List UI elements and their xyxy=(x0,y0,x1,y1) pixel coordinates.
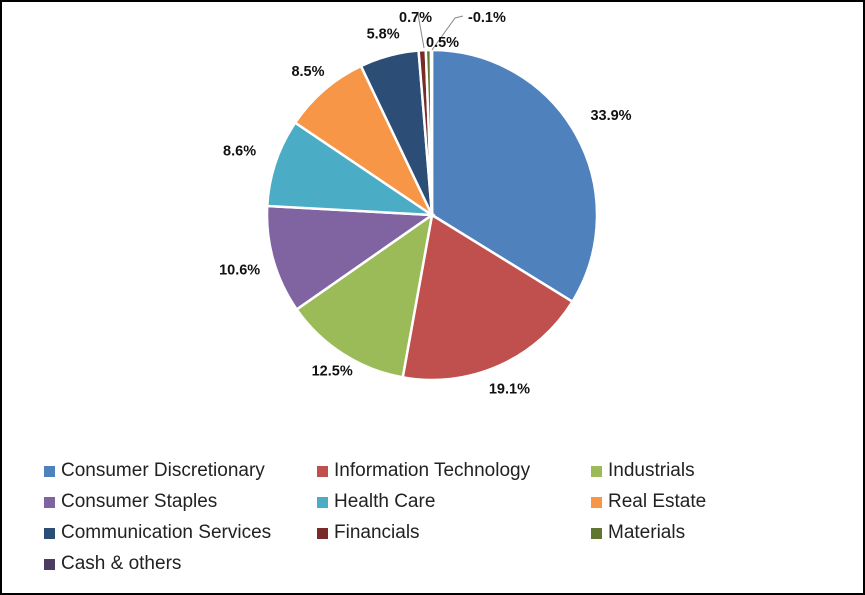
pie-slice-information-technology xyxy=(401,212,575,382)
legend-swatch-consumer-discretionary xyxy=(44,465,55,477)
legend-label-financials: Financials xyxy=(334,522,420,543)
data-label-real-estate: 8.5% xyxy=(291,64,324,80)
data-label-materials: 0.5% xyxy=(426,35,459,51)
legend-item-real-estate: Real Estate xyxy=(591,490,706,514)
legend-label-cash-others: Cash & others xyxy=(61,553,182,574)
legend-item-financials: Financials xyxy=(317,521,420,545)
legend-label-information-technology: Information Technology xyxy=(334,460,531,481)
data-label-communication-services: 5.8% xyxy=(367,26,400,42)
legend-label-industrials: Industrials xyxy=(608,460,695,481)
pie-slice-consumer-discretionary xyxy=(430,48,599,304)
legend-label-health-care: Health Care xyxy=(334,491,436,512)
legend-item-cash-others: Cash & others xyxy=(44,552,181,576)
legend-item-materials: Materials xyxy=(591,521,685,545)
data-label-consumer-staples: 10.6% xyxy=(219,263,260,279)
legend-swatch-cash-others xyxy=(44,558,55,570)
pie-slice-consumer-staples xyxy=(265,204,436,312)
legend-item-consumer-discretionary: Consumer Discretionary xyxy=(44,459,265,483)
leader-lines xyxy=(417,13,464,51)
data-label-information-technology: 19.1% xyxy=(489,382,530,398)
legend-label-materials: Materials xyxy=(608,522,686,543)
data-labels: 33.9% 19.1% 12.5% 10.6% 8.6% 8.5% 5.8%0.7% 0.5%… xyxy=(219,10,632,398)
legend-item-health-care: Health Care xyxy=(317,490,435,514)
pie-slice-health-care xyxy=(265,120,437,217)
data-label-cash-others: -0.1% xyxy=(468,10,506,26)
pie-slice-cash-others xyxy=(429,48,434,216)
pie-slices xyxy=(265,48,599,382)
leader-line-cash-others xyxy=(431,15,464,51)
legend-swatch-materials xyxy=(591,527,602,539)
legend-swatch-financials xyxy=(317,527,328,539)
pie-slice-industrials xyxy=(294,212,434,379)
legend-swatch-consumer-staples xyxy=(44,496,55,508)
legend-swatch-industrials xyxy=(591,465,602,477)
legend-label-real-estate: Real Estate xyxy=(608,491,707,512)
legend-swatch-health-care xyxy=(317,496,328,508)
data-label-health-care: 8.6% xyxy=(223,143,256,159)
legend-swatch-real-estate xyxy=(591,496,602,508)
chart-legend: Consumer Discretionary Information Techno… xyxy=(44,459,844,583)
legend-item-communication-services: Communication Services xyxy=(44,521,271,545)
pie-slice-real-estate xyxy=(293,64,436,219)
legend-item-information-technology: Information Technology xyxy=(317,459,530,483)
data-label-consumer-discretionary: 33.9% xyxy=(590,108,631,124)
legend-swatch-communication-services xyxy=(44,527,55,539)
legend-label-consumer-staples: Consumer Staples xyxy=(61,491,218,512)
data-label-industrials: 12.5% xyxy=(312,364,353,380)
legend-swatch-information-technology xyxy=(317,465,328,477)
legend-item-industrials: Industrials xyxy=(591,459,695,483)
legend-label-consumer-discretionary: Consumer Discretionary xyxy=(61,460,265,481)
data-label-financials: 0.7% xyxy=(399,10,432,26)
leader-line-financials xyxy=(417,13,425,49)
legend-label-communication-services: Communication Services xyxy=(61,522,272,543)
legend-item-consumer-staples: Consumer Staples xyxy=(44,490,217,514)
